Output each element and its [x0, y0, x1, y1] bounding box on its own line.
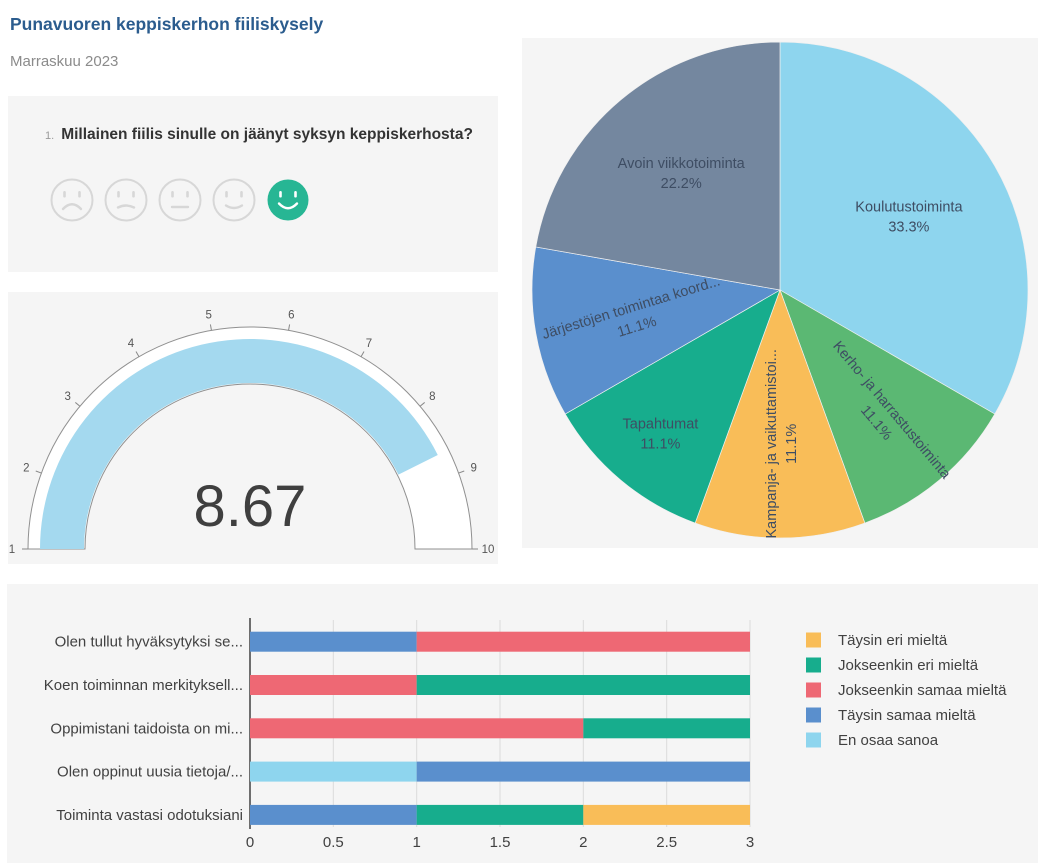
- x-tick-label: 0: [246, 834, 254, 851]
- question-line: 1. Millainen fiilis sinulle on jäänyt syk…: [45, 126, 473, 144]
- bar-segment[interactable]: [250, 631, 417, 652]
- legend-label: Täysin samaa mieltä: [838, 707, 976, 724]
- gauge-tick-label: 10: [482, 544, 495, 556]
- pie-slice[interactable]: [779, 289, 996, 524]
- smiley-neutral-icon[interactable]: [158, 178, 202, 222]
- gauge-panel: 1 2 3 4 5 6 7 8 9 10 8.67: [8, 292, 498, 564]
- legend-swatch: [806, 657, 821, 673]
- smiley-sad-icon[interactable]: [104, 178, 148, 222]
- page-subtitle: Marraskuu 2023: [10, 53, 119, 70]
- gauge-tick: [419, 402, 425, 407]
- gauge-tick: [288, 324, 291, 331]
- bar-segment[interactable]: [250, 761, 417, 782]
- pie-panel: Koulutustoiminta 33.3% Kerho- ja harrastus…: [522, 38, 1038, 548]
- gauge-tick-label: 6: [288, 310, 294, 322]
- bar-segment[interactable]: [416, 675, 750, 695]
- x-tick-label: 1.5: [490, 834, 511, 851]
- legend-label: Jokseenkin samaa mieltä: [838, 682, 1007, 699]
- gauge-tick: [360, 351, 365, 357]
- gauge-tick: [209, 324, 212, 331]
- question-text: Millainen fiilis sinulle on jäänyt syksy…: [61, 126, 473, 143]
- pie-slice-label: Tapahtumat 11.1%: [623, 417, 699, 453]
- bar-category-label: Olen oppinut uusia tietoja/...: [57, 764, 243, 781]
- pie-slice[interactable]: [779, 41, 1029, 415]
- gauge-tick: [458, 470, 465, 474]
- pie-slice-label: Avoin viikkotoiminta 22.2%: [618, 156, 746, 192]
- bar-segment[interactable]: [416, 804, 584, 825]
- bar-segment[interactable]: [250, 675, 417, 695]
- gauge-tick-label: 5: [205, 310, 211, 322]
- bar-category-label: Oppimistani taidoista on mi...: [50, 720, 243, 737]
- smiley-very-sad-icon[interactable]: [50, 178, 94, 222]
- pie-slice[interactable]: [535, 41, 781, 291]
- bar-segment[interactable]: [583, 718, 750, 739]
- gauge-value: 8.67: [194, 474, 307, 539]
- page-title: Punavuoren keppiskerhon fiiliskysely: [10, 14, 324, 34]
- bar-category-label: Olen tullut hyväksytyksi se...: [55, 634, 243, 651]
- pie-slice[interactable]: [564, 289, 781, 524]
- bar-segment[interactable]: [250, 804, 417, 825]
- legend-swatch: [806, 707, 821, 723]
- smiley-rating-row: [50, 178, 310, 222]
- gauge-value-band: [40, 339, 438, 549]
- legend-label: Jokseenkin eri mieltä: [838, 657, 979, 674]
- bar-segment[interactable]: [416, 761, 750, 782]
- gauge-tick: [35, 470, 42, 474]
- smiley-happy-icon[interactable]: [212, 178, 256, 222]
- pie-slice-label: Kampanja- ja vaikuttamistoi... 11.1%: [764, 349, 800, 538]
- x-tick-label: 2.5: [656, 834, 677, 851]
- pie-slice[interactable]: [694, 288, 866, 539]
- question-number: 1.: [45, 130, 55, 142]
- legend-swatch: [806, 682, 821, 698]
- bar-category-label: Toiminta vastasi odotuksiani: [56, 807, 243, 824]
- bar-chart-panel: 0 0.5 1 1.5 2 2.5 3 Olen tullut hyväksytyksi se…: [7, 584, 1038, 863]
- legend-label: Täysin eri mieltä: [838, 632, 948, 649]
- gauge-tick: [75, 402, 81, 407]
- smiley-very-happy-icon[interactable]: [266, 178, 310, 222]
- legend-swatch: [806, 632, 821, 648]
- pie-slice[interactable]: [531, 246, 782, 415]
- gauge-tick-label: 4: [128, 338, 135, 350]
- gauge-tick-label: 7: [366, 338, 372, 350]
- gauge-tick: [135, 351, 140, 357]
- bar-segment[interactable]: [583, 804, 750, 825]
- gauge-tick-label: 9: [470, 463, 476, 475]
- x-tick-label: 3: [746, 834, 754, 851]
- x-tick-label: 2: [579, 834, 587, 851]
- gauge-tick-label: 8: [429, 391, 435, 403]
- question-panel: 1. Millainen fiilis sinulle on jäänyt syk…: [8, 96, 498, 272]
- legend-label: En osaa sanoa: [838, 732, 939, 749]
- pie-slice-label: Koulutustoiminta 33.3%: [855, 200, 963, 236]
- gauge-chart: 1 2 3 4 5 6 7 8 9 10 8.67: [9, 310, 495, 556]
- gauge-tick-label: 1: [9, 544, 15, 556]
- bar-segment[interactable]: [416, 631, 750, 652]
- x-tick-label: 0.5: [323, 834, 344, 851]
- stacked-bar-chart: 0 0.5 1 1.5 2 2.5 3 Olen tullut hyväksytyksi se…: [44, 618, 1007, 851]
- legend-swatch: [806, 732, 821, 748]
- x-tick-label: 1: [412, 834, 420, 851]
- pie-chart: Koulutustoiminta 33.3%Kerho- ja harrastus…: [531, 41, 1029, 539]
- bar-category-label: Koen toiminnan merkityksell...: [44, 677, 243, 694]
- gauge-tick-label: 3: [64, 391, 70, 403]
- gauge-tick-label: 2: [23, 463, 29, 475]
- bar-segment[interactable]: [250, 718, 584, 739]
